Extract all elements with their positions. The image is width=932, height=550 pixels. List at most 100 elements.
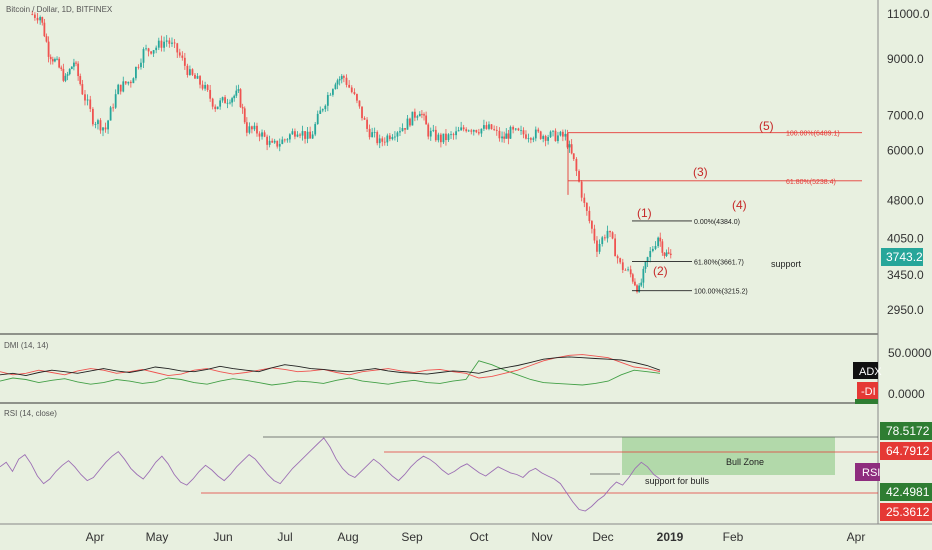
candle-body [340, 76, 343, 80]
rsi-badge-25 [880, 503, 932, 521]
candle-body [58, 58, 61, 68]
fib-level-label: 100.00%(3215.2) [694, 289, 748, 296]
candle-body [286, 139, 289, 141]
fib-level-label: 0.00%(4384.0) [694, 219, 740, 226]
candle-body [160, 40, 163, 48]
minus-di-badge [857, 382, 878, 399]
candle-body [564, 133, 567, 137]
candle-body [135, 66, 137, 79]
time-tick-label: Oct [470, 530, 489, 544]
candle-body [54, 59, 56, 62]
candle-body [206, 85, 209, 90]
candle-body [281, 139, 284, 144]
candle-body [199, 76, 201, 85]
candle-body [601, 237, 604, 245]
candle-body [418, 113, 421, 117]
candle-body [229, 102, 231, 104]
candle-body [537, 129, 540, 132]
candle-body [66, 74, 69, 76]
candle-body [211, 98, 214, 107]
candle-body [163, 41, 165, 48]
candle-body [273, 140, 276, 143]
current-price-label: 3743.2 [886, 250, 923, 264]
bull-zone-label: Bull Zone [726, 457, 764, 467]
candle-body [609, 230, 611, 233]
candle-body [353, 92, 356, 95]
candle-body [561, 131, 564, 137]
candle-body [457, 130, 460, 132]
candle-body [629, 269, 632, 275]
candle-body [301, 131, 304, 136]
candle-body [304, 131, 306, 139]
candle-body [239, 89, 242, 108]
adx-badge [853, 362, 878, 379]
candle-body [593, 228, 596, 241]
candle-body [64, 75, 67, 81]
candle-body [373, 132, 376, 133]
wave-label: (4) [732, 198, 747, 212]
candle-body [261, 132, 263, 137]
candle-body [525, 134, 527, 139]
candle-body [299, 134, 301, 136]
price-axis[interactable]: 11000.0 9000.0 7000.0 6000.0 4800.0 4050.0 345… [887, 7, 930, 317]
candle-body [501, 136, 503, 139]
time-axis[interactable]: Apr May Jun Jul Aug Sep Oct Nov Dec 2019 Feb Apr [86, 530, 866, 544]
candle-body [171, 42, 173, 44]
candle-body [278, 143, 281, 147]
candle-body [329, 94, 332, 96]
candle-body [209, 89, 212, 99]
fib-level-label: 100.00%(6489.1) [786, 131, 840, 138]
candle-body [522, 130, 525, 135]
rsi-badge-64 [880, 442, 932, 460]
candle-body [401, 128, 404, 132]
rsi-title: RSI (14, close) [4, 409, 57, 418]
candle-body [642, 268, 645, 283]
candle-body [319, 110, 322, 114]
candle-body [472, 130, 475, 132]
candle-body [663, 252, 666, 256]
candle-body [33, 14, 36, 18]
candle-body [41, 17, 44, 23]
candle-body [588, 210, 591, 222]
candle-body [358, 100, 361, 107]
candle-body [483, 125, 485, 129]
price-tick-label: 2950.0 [887, 303, 924, 317]
candle-body [488, 124, 490, 129]
rsi-line [0, 437, 661, 512]
candle-body [566, 133, 569, 148]
candle-body [112, 107, 115, 109]
candle-body [539, 131, 542, 139]
price-tick-label: 4800.0 [887, 194, 924, 208]
candle-body [189, 69, 191, 75]
candle-body [498, 130, 501, 139]
fib-level-label: 61.80%(5238.4) [786, 179, 836, 186]
candle-body [45, 36, 48, 42]
candle-body [165, 40, 168, 42]
dmi-indicator [0, 354, 661, 386]
candle-body [334, 84, 337, 90]
candle-body [509, 126, 512, 139]
candle-body [102, 127, 104, 131]
candle-body [361, 106, 363, 119]
plus-di-badge [855, 399, 878, 404]
dmi-tick-0: 0.0000 [888, 387, 925, 401]
dmi-title: DMI (14, 14) [4, 341, 49, 350]
candle-body [421, 113, 423, 115]
dmi-adx-line [0, 356, 661, 377]
candle-body [368, 128, 371, 138]
candle-body [619, 258, 622, 263]
candle-body [366, 119, 368, 129]
candle-body [70, 66, 73, 69]
candle-body [345, 77, 348, 85]
candle-body [406, 118, 409, 130]
candle-body [62, 68, 65, 81]
rsi-tick-25: 25.3612 [886, 505, 930, 519]
candle-body [186, 65, 189, 75]
candle-body [233, 95, 236, 99]
candle-body [624, 269, 627, 271]
rsi-tick-64: 64.7912 [886, 444, 930, 458]
candle-body [39, 17, 42, 21]
time-tick-label: Dec [592, 530, 613, 544]
candle-body [386, 135, 389, 143]
candle-body [493, 129, 496, 130]
